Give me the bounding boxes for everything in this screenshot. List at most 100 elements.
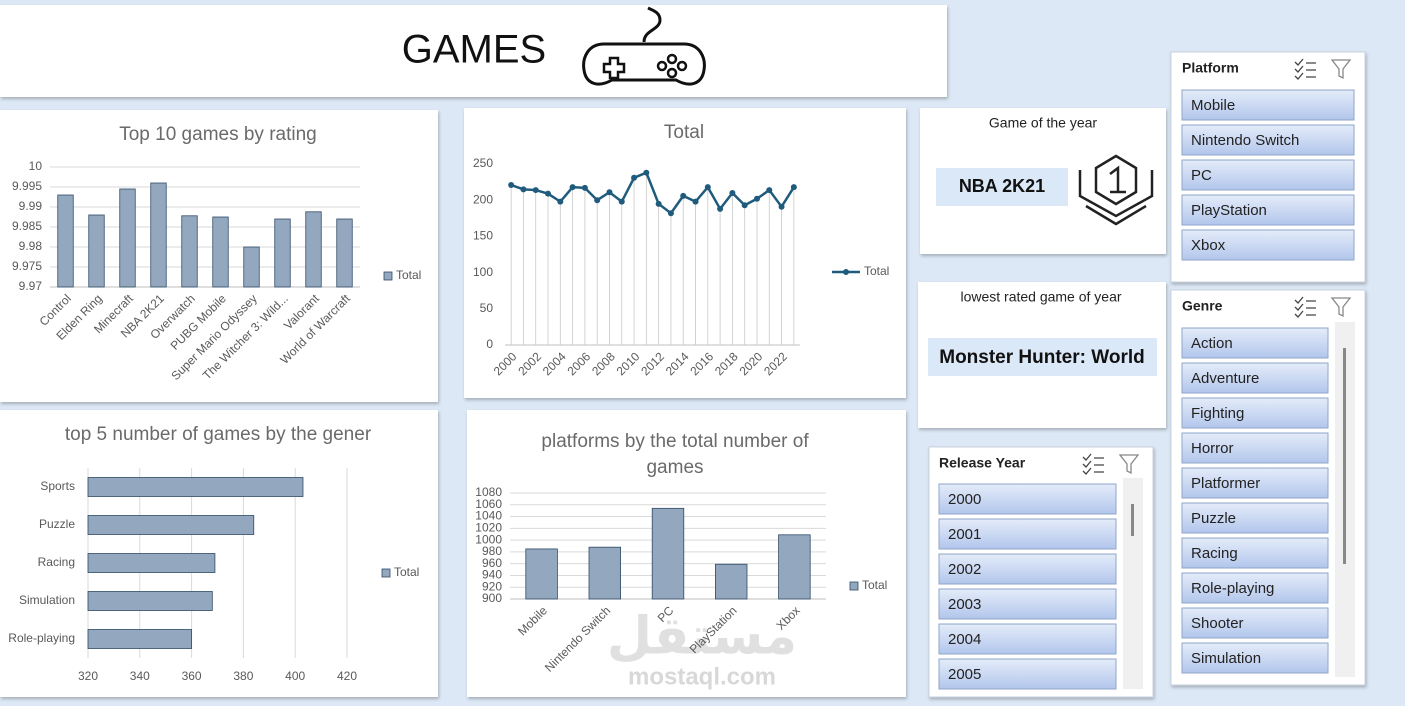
slicer-item[interactable] xyxy=(938,588,1117,620)
slicer-item[interactable] xyxy=(1181,89,1355,121)
slicer-item-label[interactable]: Platformer xyxy=(1191,475,1260,492)
y-tick-label: 0 xyxy=(486,337,493,351)
multi-select-icon[interactable] xyxy=(1082,453,1104,475)
slicer-item-label[interactable]: PC xyxy=(1191,167,1212,184)
marker xyxy=(753,195,760,202)
slicer-item[interactable] xyxy=(938,518,1117,550)
slicer-item[interactable] xyxy=(1181,159,1355,191)
chart-title: top 5 number of games by the gener xyxy=(64,424,372,445)
chart-title: Top 10 games by rating xyxy=(119,124,317,145)
slicer-items: Mobile Nintendo Switch PC PlayStation Xbox xyxy=(1181,89,1355,261)
slicer-title: Platform xyxy=(1182,60,1239,76)
clear-filter-icon[interactable] xyxy=(1118,454,1140,475)
chart-title-box: top 5 number of games by the gener xyxy=(64,424,372,445)
slicer-item-label[interactable]: Xbox xyxy=(1191,237,1226,254)
marker xyxy=(631,174,638,181)
slicer-item-label[interactable]: Mobile xyxy=(1191,97,1235,114)
slicer-item-label[interactable]: PlayStation xyxy=(1191,202,1267,219)
scrollbar-track xyxy=(1123,478,1143,689)
slicer-item[interactable] xyxy=(1181,607,1329,639)
bar xyxy=(336,218,353,288)
y-tick-label: 250 xyxy=(473,156,493,170)
slicer-item-label[interactable]: 2001 xyxy=(948,526,981,543)
slicer-item-label[interactable]: 2002 xyxy=(948,561,981,578)
chart-panel xyxy=(464,108,906,398)
slicer-item[interactable] xyxy=(938,623,1117,655)
card-label: lowest rated game of year xyxy=(960,289,1121,305)
slicer-item[interactable] xyxy=(938,483,1117,515)
legend-label: Total xyxy=(394,565,419,579)
marker xyxy=(790,184,797,191)
multi-select-icon[interactable] xyxy=(1294,58,1316,80)
y-tick-label: 200 xyxy=(473,192,493,206)
slicer-item-label[interactable]: Action xyxy=(1191,335,1233,352)
slicer-item[interactable] xyxy=(1181,537,1329,569)
y-tick-label: 100 xyxy=(473,265,493,279)
slicer-item-label[interactable]: 2005 xyxy=(948,666,981,683)
clear-filter-icon[interactable] xyxy=(1330,59,1352,80)
controller-icon xyxy=(582,6,706,86)
scrollbar-thumb[interactable] xyxy=(1343,348,1346,564)
x-tick-label: 340 xyxy=(130,669,150,683)
y-tick-label: 9.985 xyxy=(12,219,42,233)
slicer-item[interactable] xyxy=(1181,194,1355,226)
y-tick-label: Sports xyxy=(40,479,75,493)
bar xyxy=(212,216,229,288)
y-tick-label: 1060 xyxy=(475,497,502,511)
dashboard-title: GAMES xyxy=(402,28,546,72)
y-tick-label: 10 xyxy=(29,159,43,173)
slicer-item[interactable] xyxy=(1181,572,1329,604)
header-panel xyxy=(0,5,947,97)
slicer-items: Action Adventure Fighting Horror Platformer P… xyxy=(1181,327,1329,674)
bar xyxy=(181,215,198,288)
bar xyxy=(305,211,322,288)
slicer-item-label[interactable]: 2003 xyxy=(948,596,981,613)
slicer-item-label[interactable]: 2000 xyxy=(948,491,981,508)
slicer-item-label[interactable]: Role-playing xyxy=(1191,580,1274,597)
scrollbar-thumb[interactable] xyxy=(1131,504,1134,536)
marker xyxy=(581,184,588,191)
y-tick-label: 50 xyxy=(480,301,494,315)
x-tick-label: 400 xyxy=(285,669,305,683)
bar xyxy=(778,534,811,600)
slicer-item[interactable] xyxy=(1181,362,1329,394)
slicer-item[interactable] xyxy=(1181,502,1329,534)
slicer-item-label[interactable]: 2004 xyxy=(948,631,981,648)
clear-filter-icon[interactable] xyxy=(1330,297,1352,318)
slicer-item-label[interactable]: Nintendo Switch xyxy=(1191,132,1299,149)
bar xyxy=(88,214,105,288)
slicer-item-label[interactable]: Horror xyxy=(1191,440,1234,457)
marker xyxy=(520,186,527,193)
y-tick-label: 9.97 xyxy=(19,279,43,293)
marker xyxy=(655,200,662,207)
marker xyxy=(594,197,601,204)
slicer-item[interactable] xyxy=(938,658,1117,690)
slicer-item[interactable] xyxy=(1181,467,1329,499)
card-value: NBA 2K21 xyxy=(959,176,1045,196)
y-tick-label: 150 xyxy=(473,229,493,243)
slicer-item[interactable] xyxy=(1181,327,1329,359)
y-tick-label: Racing xyxy=(38,555,75,569)
y-tick-label: 1000 xyxy=(475,532,502,546)
slicer-item-label[interactable]: Puzzle xyxy=(1191,510,1236,527)
slicer-item-label[interactable]: Racing xyxy=(1191,545,1238,562)
slicer-item[interactable] xyxy=(938,553,1117,585)
slicer-item-label[interactable]: Simulation xyxy=(1191,650,1261,667)
slicer-item[interactable] xyxy=(1181,229,1355,261)
slicer-item[interactable] xyxy=(1181,397,1329,429)
slicer-item[interactable] xyxy=(1181,642,1329,674)
slicer-item[interactable] xyxy=(1181,432,1329,464)
slicer-item-label[interactable]: Adventure xyxy=(1191,370,1259,387)
legend-swatch xyxy=(381,568,391,578)
marker xyxy=(692,198,699,205)
bar xyxy=(87,553,216,573)
slicer-item-label[interactable]: Fighting xyxy=(1191,405,1244,422)
marker xyxy=(680,192,687,199)
marker xyxy=(643,169,650,176)
slicer-item[interactable] xyxy=(1181,124,1355,156)
card-value-box xyxy=(936,168,1068,206)
slicer-item-label[interactable]: Shooter xyxy=(1191,615,1244,632)
y-tick-label: 9.975 xyxy=(12,259,42,273)
chart-title-box: Total xyxy=(664,122,704,143)
multi-select-icon[interactable] xyxy=(1294,296,1316,318)
